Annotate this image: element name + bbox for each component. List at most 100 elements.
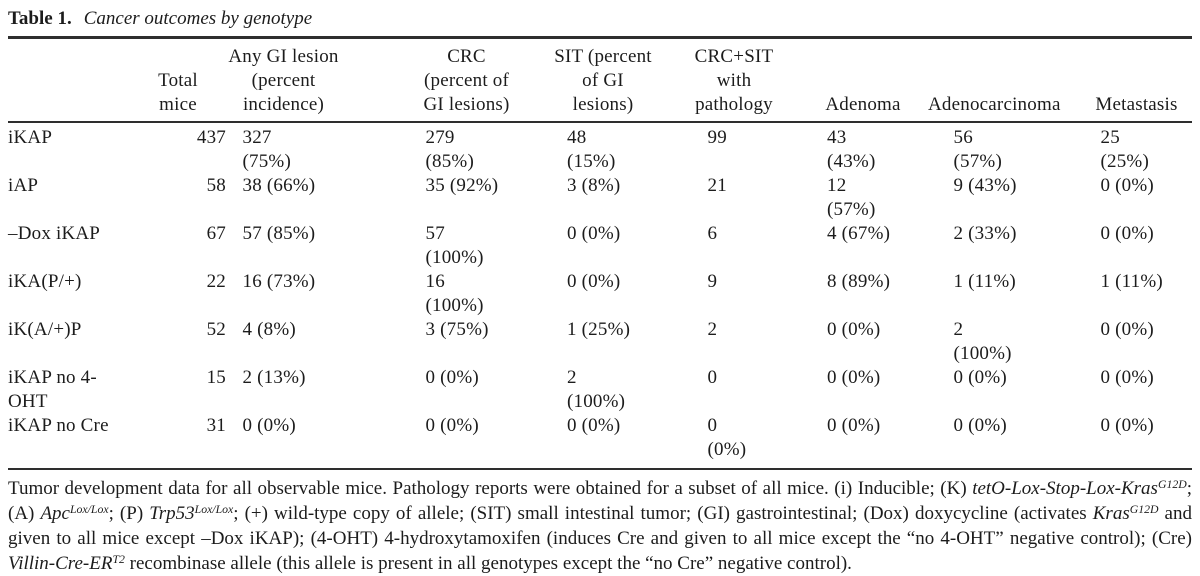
table-cell: 0 (0%) <box>1067 366 1192 414</box>
table-header-row: Total mice Any GI lesion (percent incide… <box>8 37 1192 123</box>
cell-value: 57 (100%) <box>425 223 484 268</box>
table-cell: 2 (100%) <box>536 366 670 414</box>
table-cell: 67 <box>206 223 226 244</box>
cell-value: 1 (11%) <box>953 271 1016 292</box>
cell-value: 43 (43%) <box>827 127 876 172</box>
table-cell: 1 (25%) <box>536 318 670 366</box>
cell-value: 0 (0%) <box>953 415 1007 436</box>
table-cell: 16 (73%) <box>226 270 371 318</box>
cell-value: 0 (0%) <box>827 319 881 340</box>
table-number: Table 1. <box>8 8 72 29</box>
cell-value: 9 <box>707 271 718 292</box>
cell-value: 35 (92%) <box>425 175 499 196</box>
cell-value: 9 (43%) <box>953 175 1017 196</box>
table-cell: 1 (11%) <box>1067 270 1192 318</box>
table-cell: 8 (89%) <box>798 270 928 318</box>
table-cell: 2 (33%) <box>928 222 1067 270</box>
table-cell: 56 (57%) <box>928 122 1067 174</box>
cell-value: 0 (0%) <box>1100 367 1154 388</box>
cell-value: 16 (100%) <box>425 271 484 316</box>
cell-value: 3 (75%) <box>425 319 489 340</box>
table-cell: 0 (0%) <box>371 366 536 414</box>
cell-value: 38 (66%) <box>242 175 316 196</box>
table-cell: 4 (67%) <box>798 222 928 270</box>
table-cell: 3 (75%) <box>371 318 536 366</box>
genotype-label: iKAP <box>8 127 53 148</box>
genotype-label: –Dox iKAP <box>8 223 101 244</box>
cell-value: 0 (0%) <box>1100 223 1154 244</box>
cell-value: 25 (25%) <box>1100 127 1149 172</box>
table-footnote: Tumor development data for all observabl… <box>8 478 1192 574</box>
table-body: iKAP 437 327 (75%) 279 (85%) 48 (15%) 99 43 (4… <box>8 122 1192 470</box>
cell-value: 2 (100%) <box>953 319 1012 364</box>
table-cell: 0 (0%) <box>536 270 670 318</box>
table-cell: 0 (0%) <box>1067 222 1192 270</box>
cell-value: 57 (85%) <box>242 223 316 244</box>
table-cell: 4 (8%) <box>226 318 371 366</box>
cancer-outcomes-table: Total mice Any GI lesion (percent incide… <box>8 36 1192 470</box>
column-header-sit: SIT (percent of GI lesions) <box>536 37 670 123</box>
cell-value: 0 (0%) <box>425 415 479 436</box>
column-header-adenoma: Adenoma <box>798 37 928 123</box>
genotype-label: iAP <box>8 175 39 196</box>
table-cell: 35 (92%) <box>371 174 536 222</box>
table-cell: 0 (0%) <box>798 366 928 414</box>
table-cell: 16 (100%) <box>371 270 536 318</box>
genotype-label: iKA(P/+) <box>8 271 82 292</box>
cell-value: 0 (0%) <box>827 367 881 388</box>
table-cell: 21 <box>670 174 798 222</box>
cell-value: 0 (0%) <box>567 415 621 436</box>
table-title-row: Table 1. Cancer outcomes by genotype <box>8 6 1192 31</box>
cell-value: 0 (0%) <box>1100 319 1154 340</box>
table-cell: 38 (66%) <box>226 174 371 222</box>
table-cell: 25 (25%) <box>1067 122 1192 174</box>
table-cell: 99 <box>670 122 798 174</box>
table-cell: 3 (8%) <box>536 174 670 222</box>
table-cell: 2 (100%) <box>928 318 1067 366</box>
table-cell: 58 <box>206 175 226 196</box>
table-caption: Cancer outcomes by genotype <box>83 8 313 29</box>
table-cell: 6 <box>670 222 798 270</box>
table-cell: 0 (0%) <box>1067 318 1192 366</box>
column-header-crc-sit-pathology: CRC+SIT with pathology <box>670 37 798 123</box>
cell-value: 2 (13%) <box>242 367 306 388</box>
table-cell: 43 (43%) <box>798 122 928 174</box>
table-header: Total mice Any GI lesion (percent incide… <box>8 37 1192 123</box>
table-cell: 48 (15%) <box>536 122 670 174</box>
cell-value: 2 <box>707 319 718 340</box>
table-cell: 9 <box>670 270 798 318</box>
table-cell: 57 (85%) <box>226 222 371 270</box>
table-cell: 9 (43%) <box>928 174 1067 222</box>
genotype-label: iK(A/+)P <box>8 319 82 340</box>
table-row: iKAP 437 327 (75%) 279 (85%) 48 (15%) 99 43 (4… <box>8 122 1192 174</box>
column-header-total-mice: Total mice <box>130 37 226 123</box>
table-cell: 0 (0%) <box>798 318 928 366</box>
genotype-label: iKAP no 4-OHT <box>8 367 97 412</box>
table-cell: 22 <box>206 271 226 292</box>
column-header-adenocarcinoma: Adenocarcinoma <box>928 37 1067 123</box>
cell-value: 0 (0%) <box>953 367 1007 388</box>
table-cell: 2 (13%) <box>226 366 371 414</box>
table-cell: 0 (0%) <box>928 366 1067 414</box>
cell-value: 2 (33%) <box>953 223 1017 244</box>
table-cell: 2 <box>670 318 798 366</box>
cell-value: 279 (85%) <box>425 127 474 172</box>
cell-value: 0 (0%) <box>567 223 621 244</box>
table-cell: 1 (11%) <box>928 270 1067 318</box>
cell-value: 16 (73%) <box>242 271 316 292</box>
table-cell: 0 <box>670 366 798 414</box>
table-row: iK(A/+)P 52 4 (8%) 3 (75%) 1 (25%) 2 0 (0%) 2 (… <box>8 318 1192 366</box>
table-cell: 15 <box>206 367 226 388</box>
cell-value: 0 (0%) <box>567 271 621 292</box>
table-cell: 279 (85%) <box>371 122 536 174</box>
cell-value: 8 (89%) <box>827 271 891 292</box>
column-header-metastasis: Metastasis <box>1067 37 1192 123</box>
cell-value: 3 (8%) <box>567 175 621 196</box>
cell-value: 0 (0%) <box>242 415 296 436</box>
cell-value: 2 (100%) <box>567 367 626 412</box>
cell-value: 1 (25%) <box>567 319 631 340</box>
cell-value: 1 (11%) <box>1100 271 1163 292</box>
table-cell: 437 <box>196 127 226 148</box>
cell-value: 4 (8%) <box>242 319 296 340</box>
